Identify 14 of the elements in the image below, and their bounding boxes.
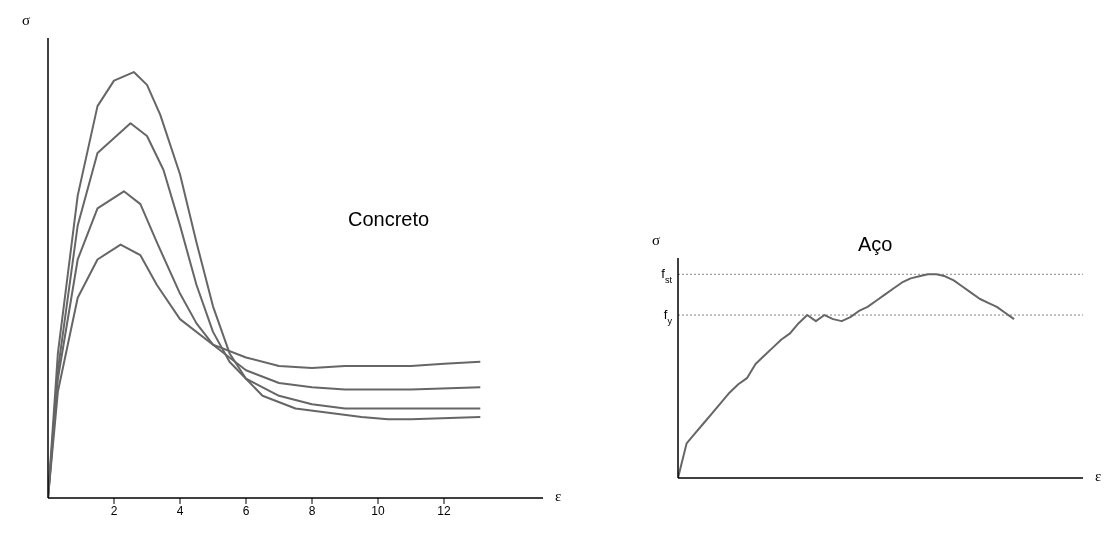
x-tick-label: 4 [176,503,184,518]
ref-line-label: f$_{y}$ [663,307,673,327]
x-tick-label: 2 [110,503,118,518]
x-tick-label: 6 [242,503,250,518]
ref-line-label: f$_{st}$ [661,266,673,286]
x-tick-label: 8 [308,503,316,518]
x-tick-label: 12 [437,503,451,518]
x-axis-title: ε [1095,468,1102,485]
annotation: Concreto [348,208,430,231]
y-axis-title: σ [652,232,661,249]
text: Aço [858,233,893,256]
x-tick-label: 10 [371,503,385,518]
y-axis-title: σ [22,12,31,29]
x-axis-title: ε [555,488,562,505]
